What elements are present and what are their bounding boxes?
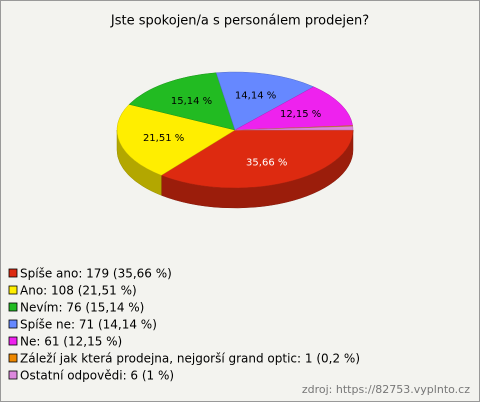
legend-label: Spíše ano: 179 (35,66 %) xyxy=(20,267,172,281)
legend-swatch xyxy=(8,302,18,312)
legend-swatch xyxy=(8,336,18,346)
slice xyxy=(160,129,354,189)
value-label: 21,51 % xyxy=(143,133,184,144)
legend-label: Záleží jak která prodejna, nejgorší gran… xyxy=(20,352,360,366)
slice xyxy=(215,71,315,131)
legend-label: Nevím: 76 (15,14 %) xyxy=(20,301,144,315)
legend-label: Ano: 108 (21,51 %) xyxy=(20,284,137,298)
legend-swatch xyxy=(8,268,18,278)
legend-label: Ostatní odpovědi: 6 (1 %) xyxy=(20,369,174,383)
slice xyxy=(128,72,236,131)
source: zdroj: https://82753.vyplnto.cz xyxy=(302,383,470,396)
value-label: 35,66 % xyxy=(246,157,287,168)
legend-swatch xyxy=(8,285,18,295)
value-label: 15,14 % xyxy=(171,96,212,107)
value-label: 14,14 % xyxy=(235,90,276,101)
value-label: 12,15 % xyxy=(280,109,321,120)
slice xyxy=(234,86,353,131)
legend-swatch xyxy=(8,319,18,329)
legend-swatch xyxy=(8,353,18,363)
chart-title: Jste spokojen/a s personálem prodejen? xyxy=(110,14,369,29)
legend-label: Ne: 61 (12,15 %) xyxy=(20,335,122,349)
legend-label: Spíše ne: 71 (14,14 %) xyxy=(20,318,157,332)
slice xyxy=(234,126,354,131)
slice xyxy=(116,104,236,176)
legend-swatch xyxy=(8,370,18,380)
